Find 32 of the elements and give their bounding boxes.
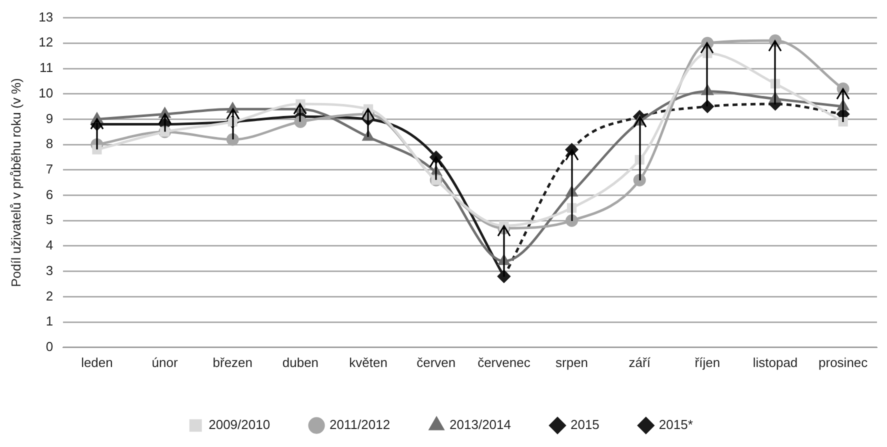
legend-label: 2015 — [570, 417, 600, 432]
x-tick-label: duben — [282, 354, 319, 370]
y-tick-label: 13 — [38, 9, 54, 24]
y-axis-title: Podíl uživatelů v průběhu roku (v %) — [8, 78, 24, 288]
x-tick-label: červen — [416, 354, 456, 370]
y-tick-label: 10 — [38, 85, 54, 100]
legend-label: 2015* — [658, 417, 693, 432]
y-tick-label: 4 — [46, 238, 54, 253]
legend-label: 2013/2014 — [450, 417, 511, 432]
x-tick-label: srpen — [556, 354, 588, 370]
y-tick-label: 12 — [38, 34, 54, 50]
legend-label: 2011/2012 — [330, 417, 390, 432]
x-tick-label: leden — [81, 354, 113, 370]
y-tick-label: 1 — [46, 314, 54, 329]
x-tick-label: listopad — [752, 354, 798, 370]
x-tick-label: květen — [349, 354, 388, 370]
x-tick-label: září — [628, 354, 651, 370]
y-tick-label: 7 — [46, 162, 54, 176]
x-tick-label: březen — [212, 354, 253, 370]
y-tick-label: 2 — [46, 288, 54, 304]
y-tick-label: 5 — [46, 212, 54, 228]
y-tick-label: 11 — [40, 60, 54, 76]
x-tick-label: červenec — [478, 354, 531, 370]
y-tick-label: 3 — [46, 262, 54, 278]
x-tick-label: říjen — [694, 354, 720, 370]
x-tick-label: únor — [152, 354, 178, 370]
y-tick-label: 0 — [46, 338, 54, 354]
y-tick-label: 6 — [46, 186, 54, 202]
y-tick-label: 8 — [46, 136, 54, 152]
x-tick-label: prosinec — [818, 354, 868, 370]
legend-label: 2009/2010 — [208, 417, 270, 432]
y-tick-label: 9 — [46, 110, 54, 126]
